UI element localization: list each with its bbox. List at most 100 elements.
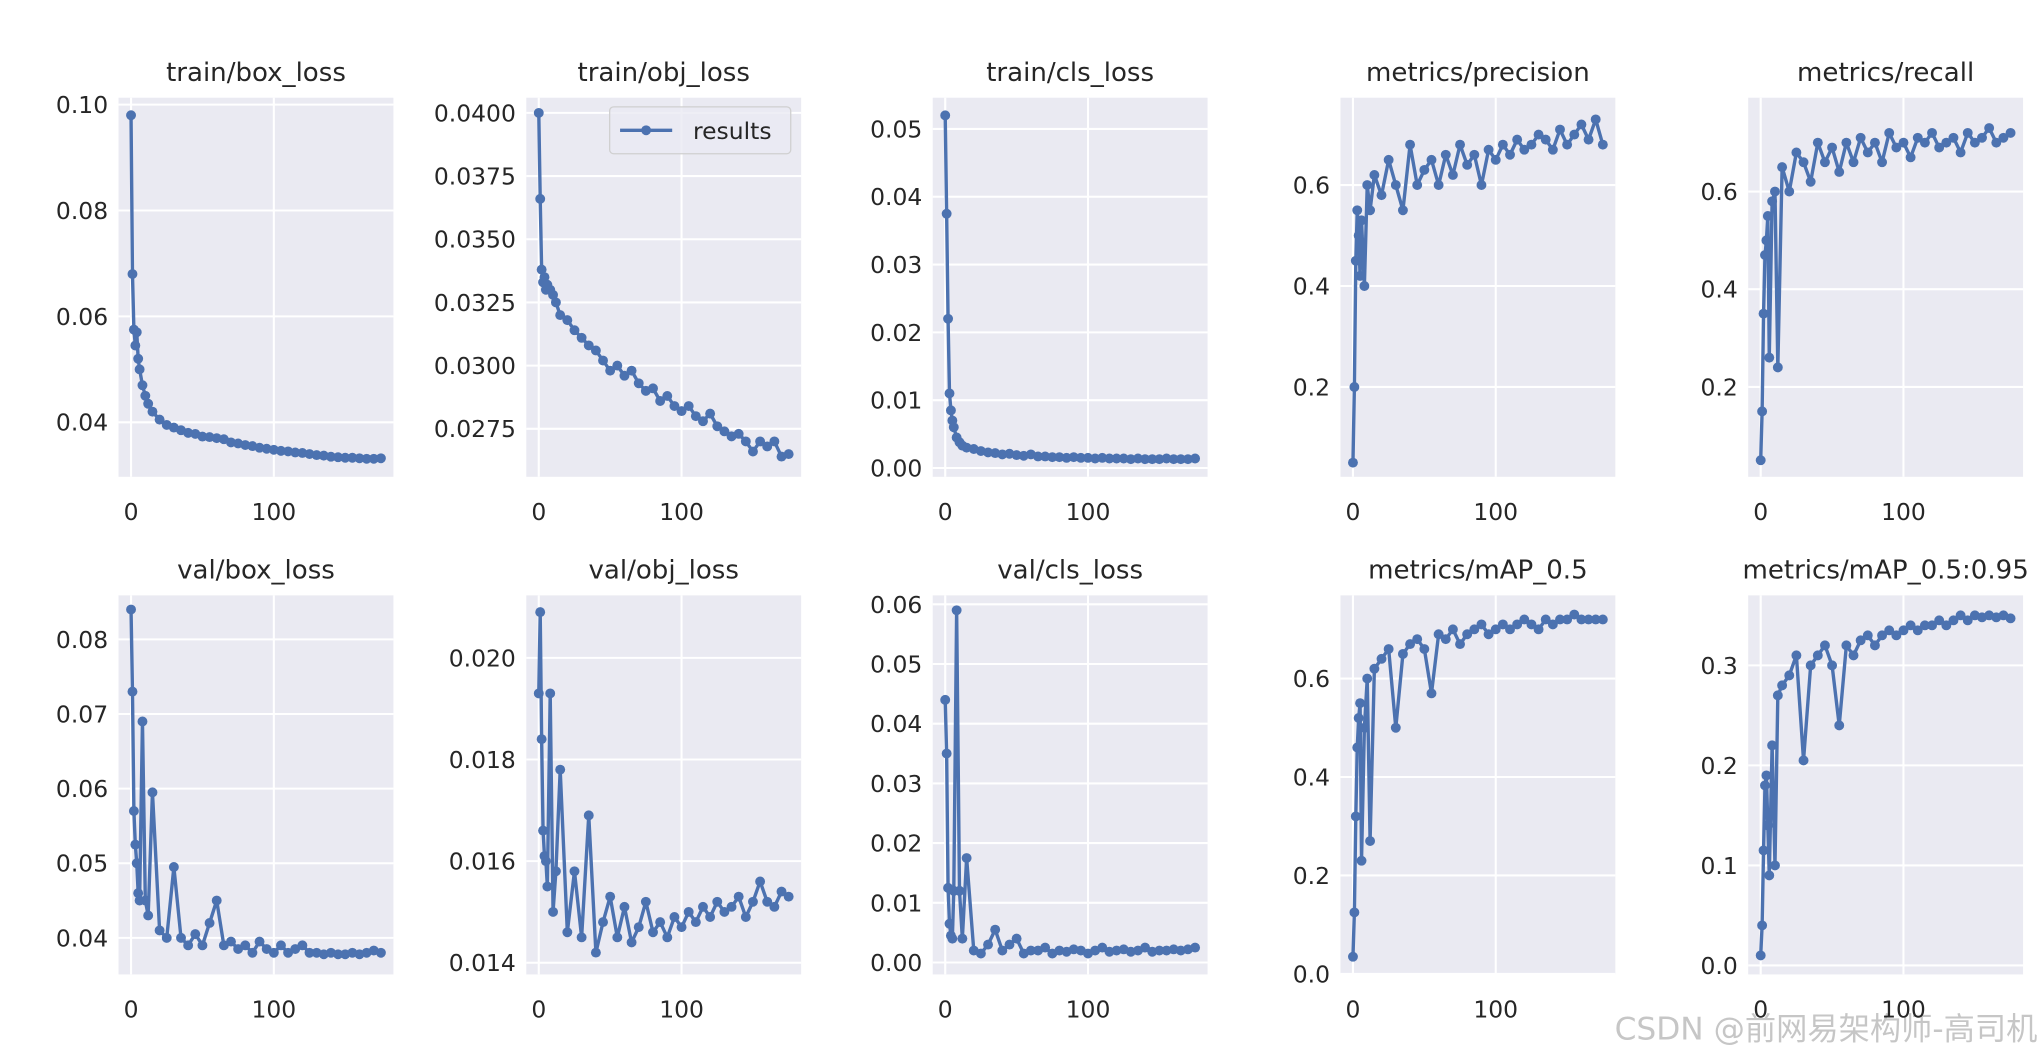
point	[1962, 615, 1973, 626]
point	[176, 932, 186, 943]
point	[1433, 180, 1444, 191]
point	[127, 686, 138, 697]
point	[143, 398, 154, 409]
point	[1359, 281, 1370, 291]
point	[1011, 450, 1022, 461]
point	[548, 906, 559, 917]
point	[1758, 308, 1769, 319]
point	[1855, 132, 1866, 143]
y-tick-label: 0.07	[56, 700, 108, 728]
point	[134, 364, 145, 375]
point	[147, 406, 158, 417]
point	[1426, 688, 1437, 699]
point	[576, 932, 587, 943]
point	[1819, 640, 1830, 651]
point	[748, 896, 758, 907]
point	[276, 940, 286, 951]
point	[1376, 653, 1387, 664]
point	[783, 891, 794, 902]
point	[576, 332, 587, 343]
y-tick-label: 0.03	[870, 770, 922, 798]
point	[1805, 176, 1816, 187]
subplot: val/obj_loss 0 100 0.014 0.016 0.018 0.020	[449, 555, 802, 1023]
point	[705, 912, 716, 922]
point	[1519, 614, 1530, 625]
y-tick-label: 0.00	[870, 949, 922, 977]
point	[1349, 907, 1360, 918]
point	[1090, 453, 1101, 464]
point	[1755, 950, 1766, 961]
subplot-title: metrics/precision	[1366, 58, 1590, 88]
point	[1469, 149, 1480, 160]
point	[662, 390, 673, 401]
point	[133, 353, 144, 364]
point	[1590, 114, 1601, 125]
point	[1497, 619, 1508, 630]
point	[619, 370, 630, 381]
point	[1349, 382, 1360, 392]
y-tick-label: 0.0275	[434, 415, 516, 443]
point	[1969, 137, 1980, 148]
point	[1111, 453, 1122, 464]
point	[1447, 624, 1458, 635]
point	[676, 406, 687, 417]
point	[640, 896, 651, 907]
point	[1948, 615, 1959, 626]
x-tick-label: 100	[659, 498, 704, 526]
point	[1841, 137, 1852, 148]
x-tick-label: 0	[938, 995, 953, 1023]
point	[131, 858, 142, 869]
point	[290, 447, 301, 458]
point	[555, 764, 566, 775]
point	[137, 716, 148, 727]
point	[1533, 129, 1544, 140]
subplot-title: train/obj_loss	[577, 58, 749, 88]
point	[1462, 629, 1473, 640]
point	[583, 810, 594, 821]
point	[762, 441, 773, 452]
point	[940, 694, 951, 705]
point	[536, 264, 547, 275]
point	[944, 918, 955, 929]
point	[1891, 142, 1902, 153]
point	[1054, 452, 1065, 463]
point	[254, 936, 265, 947]
point	[590, 345, 601, 356]
point	[1912, 625, 1923, 636]
y-tick-label: 0.016	[449, 848, 516, 876]
point	[1912, 132, 1923, 143]
point	[1462, 159, 1473, 170]
subplot: metrics/recall 0 100 0.2 0.4 0.6	[1700, 58, 2024, 526]
point	[1004, 939, 1015, 950]
point	[1083, 452, 1093, 463]
point	[550, 297, 561, 308]
point	[1791, 147, 1802, 158]
point	[1562, 614, 1573, 625]
point	[131, 327, 142, 338]
point	[1941, 620, 1952, 631]
point	[1390, 722, 1401, 733]
point	[1927, 620, 1937, 631]
point	[1834, 720, 1845, 731]
point	[598, 355, 608, 366]
point	[1977, 132, 1987, 143]
y-tick-label: 0.06	[56, 303, 108, 331]
point	[1569, 129, 1580, 140]
y-tick-label: 0.08	[56, 626, 108, 654]
y-tick-label: 0.0	[1700, 952, 1737, 980]
point	[130, 340, 141, 351]
x-tick-label: 0	[938, 498, 953, 526]
point	[941, 748, 952, 759]
point	[712, 896, 723, 907]
plot-area	[118, 97, 394, 477]
point	[944, 388, 955, 399]
point	[719, 426, 730, 437]
point	[1991, 137, 2002, 148]
point	[1433, 629, 1444, 640]
point	[1597, 614, 1608, 625]
point	[1770, 860, 1780, 871]
point	[951, 605, 962, 616]
y-tick-label: 0.4	[1293, 272, 1330, 300]
y-tick-label: 0.08	[56, 197, 108, 225]
y-tick-label: 0.0375	[434, 163, 516, 191]
